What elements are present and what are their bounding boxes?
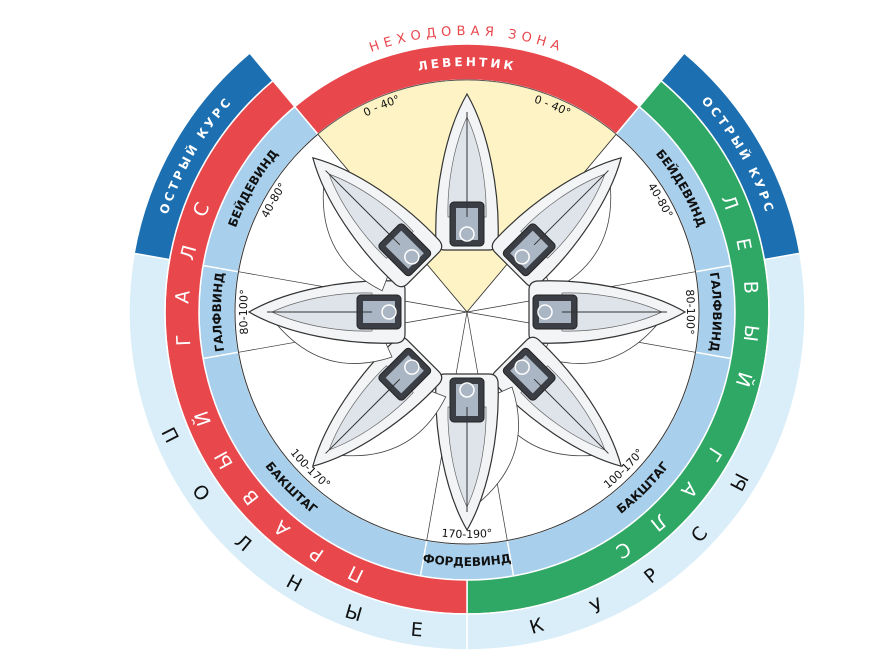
label-path: ГАЛФВИНД [210, 271, 227, 353]
mast [533, 170, 609, 246]
label: 80-100° [683, 289, 697, 335]
boat [487, 336, 622, 467]
wheel [404, 359, 420, 375]
mast [325, 170, 401, 246]
label: ГАЛФВИНД [210, 271, 227, 353]
ring-divider [419, 540, 428, 577]
cockpit-seat [363, 301, 395, 323]
label-path: 80-100° [237, 289, 251, 335]
wheel [459, 226, 475, 242]
wheel [381, 304, 397, 320]
label: 80-100° [237, 289, 251, 335]
ring-divider [695, 264, 732, 273]
label-path: 80-100° [683, 289, 697, 335]
mast [533, 378, 609, 454]
boat [491, 157, 622, 292]
label-path: ЛЕВЕНТИК [417, 55, 515, 74]
boat [247, 280, 406, 364]
label: ЛЕВЕНТИК [417, 55, 518, 74]
boat [312, 336, 447, 467]
label: 170-190° [441, 527, 493, 541]
wheel [514, 249, 530, 265]
wheel [514, 359, 530, 375]
boat [435, 92, 499, 251]
wheel [404, 249, 420, 265]
ring-divider [202, 264, 239, 273]
wheel [537, 304, 553, 320]
cockpit-seat [456, 208, 478, 240]
cockpit-seat [539, 301, 571, 323]
ring-divider [506, 540, 515, 577]
label: ФОРДЕВИНД [422, 551, 512, 569]
ring-divider [202, 351, 239, 360]
label-path: ГАЛФВИНД [707, 271, 724, 353]
ring-divider [695, 351, 732, 360]
ring-sector [133, 52, 274, 261]
rings [128, 43, 806, 651]
boat [312, 157, 443, 292]
boats [247, 92, 687, 532]
wheel [459, 382, 475, 398]
label-path: ФОРДЕВИНД [422, 551, 512, 569]
label: ГАЛФВИНД [707, 271, 724, 353]
label-path: 170-190° [441, 527, 493, 541]
cockpit-seat [456, 384, 478, 416]
mast [325, 378, 401, 454]
boat [435, 373, 519, 532]
boat [528, 280, 687, 364]
